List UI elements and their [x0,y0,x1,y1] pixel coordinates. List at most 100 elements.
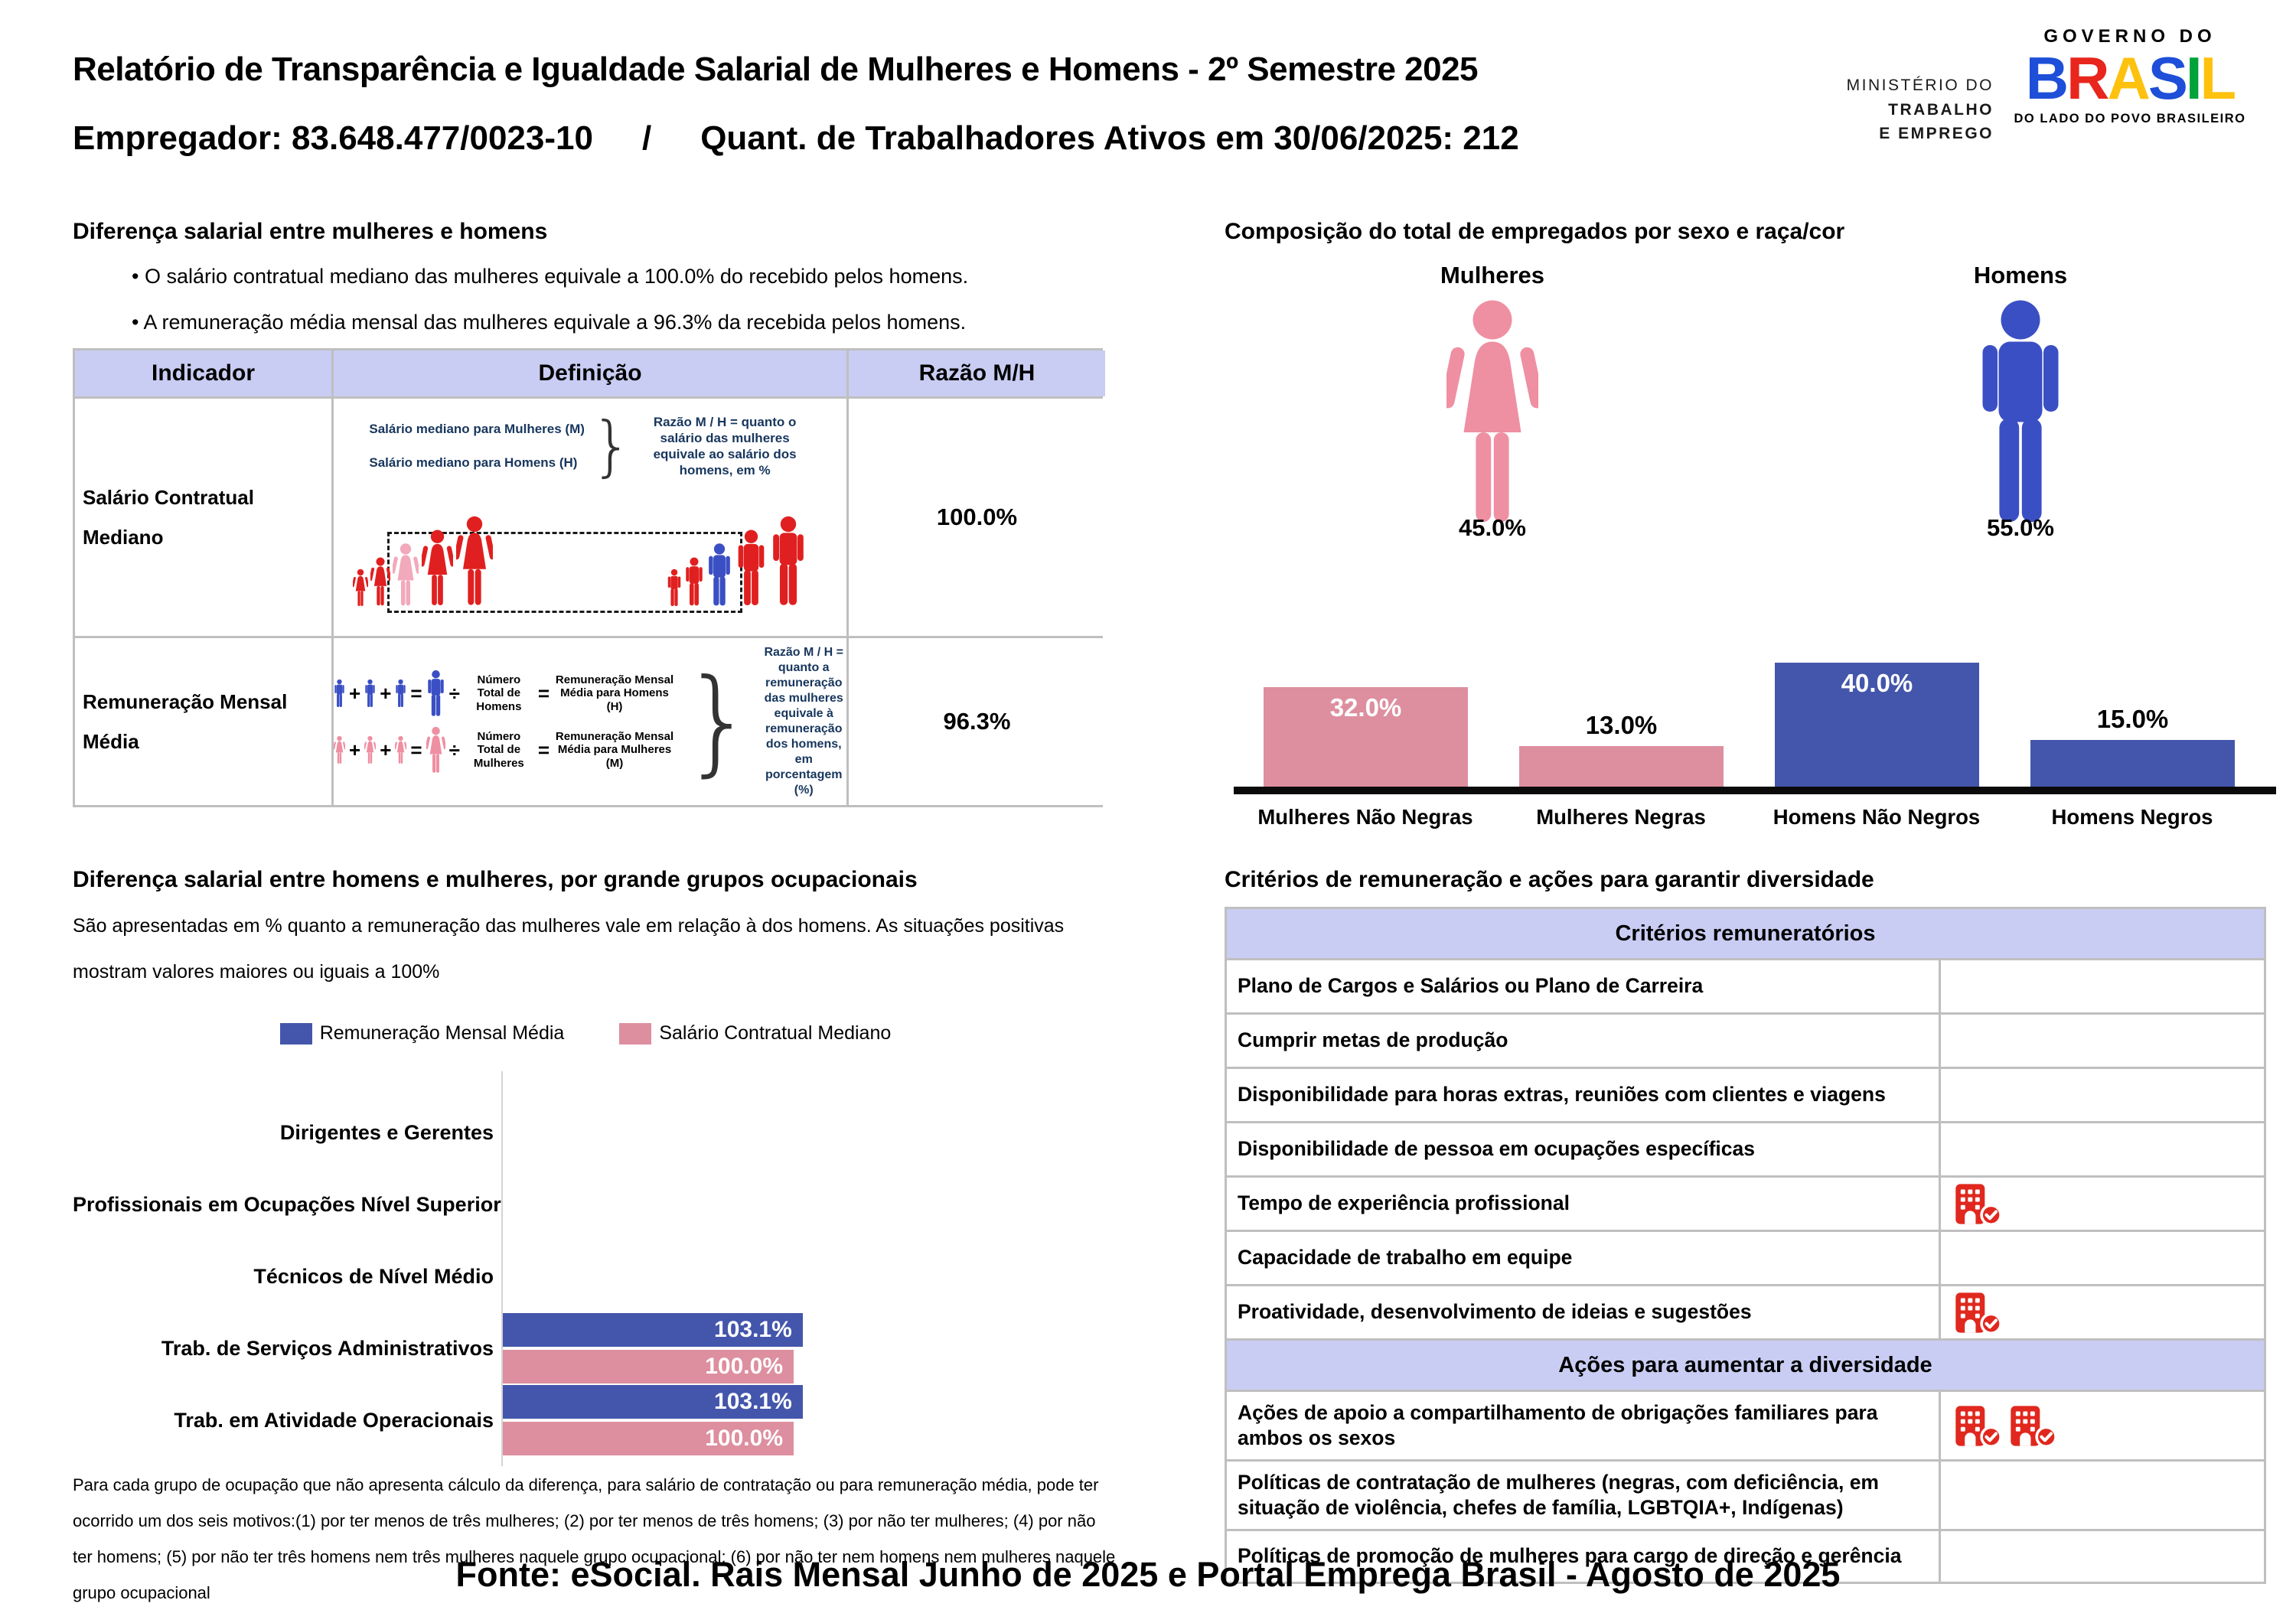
male-figure-icon [334,679,345,708]
plus-operator: + [380,738,392,761]
chart-legend: Remuneração Mensal Média Salário Contrat… [73,1022,1098,1045]
people-size-comparison-illustration [345,487,835,613]
women-total-label: Número Total de Mulheres [473,730,524,770]
employer-id: Empregador: 83.648.477/0023-10 [73,119,593,157]
male-figure-highlight-icon [706,543,732,607]
bar-mulheres-negras [1519,746,1724,787]
hbar-admin-mediano: 100.0% [503,1350,794,1383]
bar-value-label: 13.0% [1585,711,1658,739]
median-women-label: Salário mediano para Mulheres (M) [369,422,585,436]
definition-diagram-median-salary: Salário mediano para Mulheres (M) Salári… [334,399,846,636]
category-label: Mulheres Negras [1536,805,1706,829]
criteria-table: Critérios remuneratórios Plano de Cargos… [1225,907,2266,1584]
female-figure-icon [353,569,368,607]
criteria-row-label: Proatividade, desenvolvimento de ideias … [1227,1286,1939,1338]
hbar-admin-media: 103.1% [503,1313,803,1347]
chart-description-line: São apresentadas em % quanto a remuneraç… [73,915,1065,937]
col-header-definicao: Definição [334,350,846,396]
male-figure-icon [426,670,445,717]
chart-axis-line [501,1071,503,1466]
chart-description-line: mostram valores maiores ou iguais a 100% [73,961,440,983]
category-label: Mulheres Não Negras [1257,805,1473,829]
bar-value-label: 103.1% [714,1317,792,1342]
brasil-letter: I [2185,44,2203,112]
criteria-row-marks [1941,1178,2264,1230]
equals-operator: = [410,681,422,705]
bullet-median-salary: • O salário contratual mediano das mulhe… [132,265,969,288]
legend-swatch-pink [619,1022,652,1045]
female-figure-icon [426,726,445,774]
govbr-logo-top-text: GOVERNO DO [2043,26,2216,47]
median-men-label: Salário mediano para Homens (H) [369,455,578,470]
male-figure-icon [364,679,376,708]
brasil-letter: R [2066,44,2109,112]
legend-label: Salário Contratual Mediano [659,1022,892,1044]
occupation-category-label: Técnicos de Nível Médio [253,1265,494,1288]
female-percentage: 45.0% [1459,514,1526,541]
criteria-row-marks [1941,1232,2264,1284]
equals-operator: = [537,738,550,761]
source-footer: Fonte: eSocial. Rais Mensal Junho de 202… [455,1555,1841,1594]
criteria-row-label: Capacidade de trabalho em equipe [1227,1232,1939,1284]
section-title-criteria: Critérios de remuneração e ações para ga… [1225,867,1874,892]
occupation-category-label: Trab. de Serviços Administrativos [161,1337,494,1360]
chart-footnote-line: grupo ocupacional [73,1583,210,1602]
bar-homens-nao-negros: 40.0% [1775,662,1979,787]
chart-baseline [1234,787,2276,794]
women-mean-remuneration-label: Remuneração Mensal Média para Mulheres (… [555,730,674,770]
criteria-row-label: Tempo de experiência profissional [1227,1178,1939,1230]
active-workers-count: Quant. de Trabalhadores Ativos em 30/06/… [700,119,1519,157]
chart-footnote-line: ter homens; (5) por não ter três homens … [73,1547,1116,1566]
occupation-category-label: Trab. em Atividade Operacionais [174,1409,494,1432]
male-percentage: 55.0% [1987,514,2054,541]
brace-glyph: } [590,408,633,484]
equals-operator: = [410,738,422,761]
male-figure-icon [667,569,682,607]
criteria-row-marks [1941,1069,2264,1121]
building-check-icon [1955,1291,2002,1335]
divide-operator: ÷ [448,681,460,705]
indicator-name: Remuneração Mensal Média [75,638,331,805]
category-label: Homens Não Negros [1773,805,1981,829]
male-figure-icon [684,556,704,607]
equals-operator: = [537,681,550,705]
definition-diagram-mean-remuneration: + + = ÷ Número Total de Homens = Remuner… [334,638,846,805]
legend-swatch-blue [279,1022,312,1045]
criteria-row-label: Plano de Cargos e Salários ou Plano de C… [1227,960,1939,1012]
bar-value-label: 15.0% [2096,705,2169,733]
female-pictogram-icon [1446,297,1538,526]
govbr-logo-tagline: DO LADO DO POVO BRASILEIRO [2014,111,2246,125]
section-title-salary-diff: Diferença salarial entre mulheres e home… [73,219,548,244]
ministry-line-2: TRABALHO [1888,100,1994,119]
female-figure-icon [395,735,406,764]
ratio-value-mean: 96.3% [849,638,1105,805]
brasil-wordmark: BRASIL [2004,47,2256,110]
female-figure-icon [456,515,493,607]
legend-item-mediano: Salário Contratual Mediano [619,1022,891,1045]
separator: / [641,119,652,157]
criteria-row-marks [1941,1123,2264,1175]
section-title-composition: Composição do total de empregados por se… [1225,219,1845,244]
legend-label: Remuneração Mensal Média [319,1022,565,1044]
male-group-label: Homens [1973,262,2068,288]
brasil-letter: S [2148,44,2188,112]
female-figure-icon [370,556,390,607]
building-check-icon [2010,1404,2057,1448]
hbar-operacional-mediano: 100.0% [503,1422,794,1455]
occupation-category-label: Profissionais em Ocupações Nível Superio… [73,1193,501,1216]
male-figure-icon [395,679,406,708]
ratio-definition-note: Razão M / H = quanto a remuneração das m… [764,646,844,797]
indicator-table: Indicador Definição Razão M/H Salário Co… [73,348,1105,807]
hbar-operacional-media: 103.1% [503,1385,803,1419]
criteria-row-label: Políticas de contratação de mulheres (ne… [1227,1462,1939,1529]
bar-value-label: 32.0% [1329,693,1402,722]
criteria-row-label: Políticas de promoção de mulheres para c… [1227,1531,1939,1582]
criteria-row-marks [1941,960,2264,1012]
criteria-row-marks [1941,1531,2264,1582]
ratio-value-median: 100.0% [849,399,1105,636]
criteria-row-label: Disponibilidade para horas extras, reuni… [1227,1069,1939,1121]
ministry-logo: MINISTÉRIO DO TRABALHO E EMPREGO [1795,73,1994,146]
divide-operator: ÷ [448,738,460,761]
col-header-indicador: Indicador [75,350,331,396]
